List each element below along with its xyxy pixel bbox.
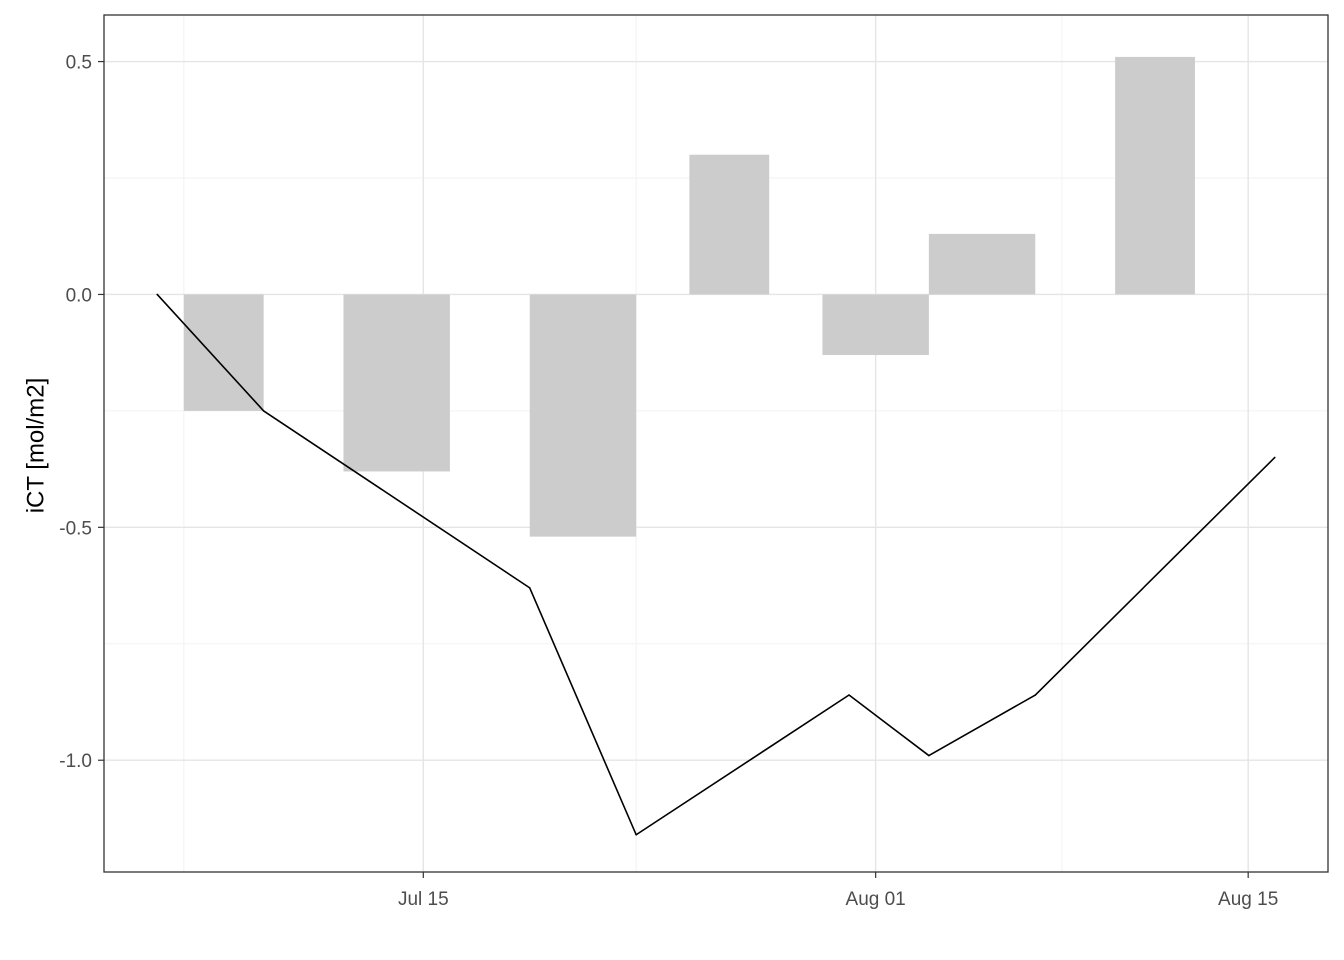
line-point (156, 293, 159, 296)
line-point (928, 754, 930, 757)
x-tick-label: Aug 15 (1218, 889, 1278, 910)
x-tick-label: Aug 01 (846, 889, 906, 910)
y-tick-label: 0.0 (66, 285, 92, 306)
panel-border (103, 14, 1329, 873)
y-axis: 0.5 0.0 -0.5 -1.0 (59, 53, 104, 772)
line-point (1034, 694, 1037, 696)
y-tick-label: -0.5 (59, 518, 92, 539)
line-series (156, 293, 1276, 836)
y-tick-label: 0.5 (66, 53, 92, 74)
bar (183, 294, 264, 411)
bar (529, 294, 637, 537)
line-point (262, 410, 265, 412)
bar (1115, 56, 1195, 295)
bar (343, 294, 450, 472)
line-point (848, 694, 850, 696)
x-axis: Jul 15 Aug 01 Aug 15 (398, 872, 1278, 910)
y-tick-label: -1.0 (59, 751, 92, 772)
line-point (1273, 456, 1276, 459)
bar-series (183, 56, 1195, 537)
x-tick-label: Jul 15 (398, 889, 449, 910)
line-point (635, 833, 637, 836)
ict-line (156, 293, 1276, 836)
y-axis-title: iCT [mol/m2] (22, 378, 49, 514)
line-point (528, 587, 531, 589)
bar (689, 154, 770, 295)
bar (822, 294, 929, 356)
bar (928, 233, 1036, 295)
